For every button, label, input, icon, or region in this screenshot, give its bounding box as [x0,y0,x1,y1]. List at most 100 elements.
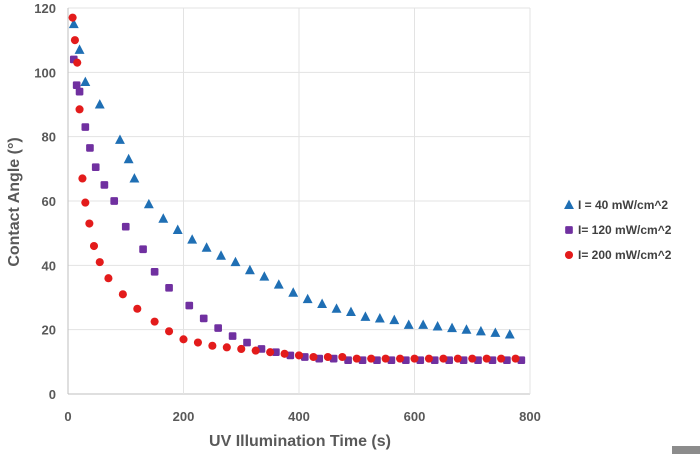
data-points [68,13,526,365]
data-point-circle [237,344,246,354]
data-point-triangle [403,319,414,329]
data-point-square [86,144,94,152]
data-point-triangle [216,250,226,260]
data-point-square [139,245,147,254]
data-point-circle [468,354,477,363]
data-point-circle [222,343,231,352]
data-point-circle [78,174,87,183]
data-point-square [72,81,81,90]
data-point-circle [453,354,462,363]
y-tick-label: 20 [42,323,56,338]
data-point-square [344,356,352,365]
data-point-circle [294,351,304,360]
data-point-circle [396,354,405,363]
data-point-circle [424,354,433,363]
x-tick-label: 800 [519,409,541,424]
data-point-triangle [273,279,284,289]
legend-item: I = 40 mW/cm^2 [564,198,668,212]
data-point-triangle [389,314,400,325]
data-point-circle [68,13,77,22]
legend-label: I= 200 mW/cm^2 [578,248,672,262]
data-point-square [214,324,222,332]
data-point-circle [497,354,506,363]
data-point-triangle [461,324,472,334]
data-point-square [100,181,109,189]
data-point-circle [251,346,260,355]
legend-marker-circle [564,250,574,260]
data-point-circle [367,354,376,363]
data-point-square [185,301,194,310]
data-point-triangle [374,313,385,323]
y-tick-label: 60 [42,194,56,209]
data-point-triangle [158,213,169,223]
data-point-triangle [447,322,457,333]
data-point-circle [511,354,520,363]
x-axis-title: UV Illumination Time (s) [209,433,391,450]
data-point-square [165,284,173,292]
data-point-circle [280,349,289,358]
data-point-triangle [331,303,342,313]
data-point-triangle [68,18,79,29]
tick-labels: 0 20 40 60 80 100 120 0 200 400 600 800 [34,1,541,424]
data-point-circle [165,327,174,336]
data-point-triangle [123,153,134,164]
data-point-triangle [302,293,313,304]
data-point-triangle [201,242,212,252]
data-point-triangle [230,256,241,267]
legend: I = 40 mW/cm^2 I= 120 mW/cm^2 I= 200 mW/cm… [564,198,672,262]
data-point-triangle [288,287,299,297]
x-tick-label: 600 [404,409,426,424]
legend-label: I= 120 mW/cm^2 [578,223,672,237]
data-point-square [243,338,251,347]
x-tick-label: 0 [64,409,71,424]
data-point-square [272,348,280,357]
data-point-triangle [504,329,515,339]
data-point-circle [266,348,275,357]
data-point-circle [193,338,202,347]
legend-label: I = 40 mW/cm^2 [578,198,668,212]
corner-bar [672,446,700,454]
data-point-circle [73,58,82,67]
data-point-circle [104,274,113,283]
data-point-circle [179,335,188,344]
legend-item: I= 200 mW/cm^2 [564,248,672,262]
y-tick-label: 40 [42,258,56,273]
data-point-square [150,267,159,276]
y-tick-label: 0 [49,387,56,402]
data-point-triangle [74,44,85,54]
data-point-circle [482,354,491,363]
data-point-triangle [172,224,183,234]
data-point-circle [133,304,142,313]
data-point-square [121,222,130,231]
data-point-triangle [317,298,328,308]
data-point-triangle [115,134,125,144]
data-point-circle [410,354,419,363]
data-point-square [228,332,237,340]
data-point-triangle [346,306,356,317]
legend-marker-square [565,226,573,234]
data-point-circle [89,241,99,251]
series-1 [68,18,515,339]
data-point-square [81,123,90,131]
data-point-circle [338,352,347,362]
y-axis-title: Contact Angle (°) [6,137,23,266]
data-point-square [75,87,84,96]
data-point-triangle [475,325,486,336]
data-point-square [91,163,100,172]
data-point-circle [70,36,79,45]
data-point-circle [85,219,94,228]
x-tick-label: 200 [173,409,195,424]
data-point-triangle [129,173,140,183]
data-point-triangle [418,319,429,329]
data-point-triangle [94,99,105,109]
data-point-triangle [187,234,198,244]
data-point-triangle [244,264,255,275]
legend-marker-triangle [564,199,574,210]
data-point-circle [309,352,318,362]
y-tick-label: 80 [42,130,56,145]
y-tick-label: 100 [34,65,56,80]
data-point-square [199,314,208,323]
data-point-triangle [80,76,91,87]
data-point-circle [381,354,390,363]
